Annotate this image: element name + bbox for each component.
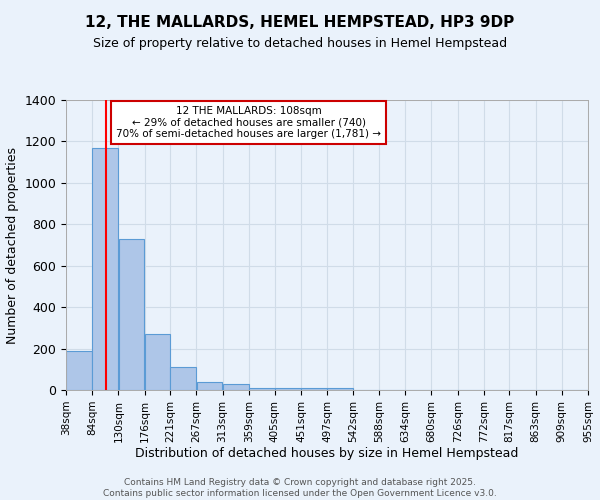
Bar [170, 367, 196, 390]
Bar [92, 148, 118, 390]
Bar [145, 334, 170, 390]
Bar [66, 350, 92, 390]
Y-axis label: Number of detached properties: Number of detached properties [6, 146, 19, 344]
Bar [275, 388, 301, 390]
Bar [301, 388, 327, 390]
Text: 12, THE MALLARDS, HEMEL HEMPSTEAD, HP3 9DP: 12, THE MALLARDS, HEMEL HEMPSTEAD, HP3 9… [85, 15, 515, 30]
Bar [197, 382, 223, 390]
X-axis label: Distribution of detached houses by size in Hemel Hempstead: Distribution of detached houses by size … [136, 448, 518, 460]
Bar [328, 388, 353, 390]
Text: Size of property relative to detached houses in Hemel Hempstead: Size of property relative to detached ho… [93, 38, 507, 51]
Text: Contains HM Land Registry data © Crown copyright and database right 2025.
Contai: Contains HM Land Registry data © Crown c… [103, 478, 497, 498]
Text: 12 THE MALLARDS: 108sqm
← 29% of detached houses are smaller (740)
70% of semi-d: 12 THE MALLARDS: 108sqm ← 29% of detache… [116, 106, 381, 139]
Bar [119, 239, 145, 390]
Bar [249, 388, 275, 390]
Bar [223, 384, 248, 390]
